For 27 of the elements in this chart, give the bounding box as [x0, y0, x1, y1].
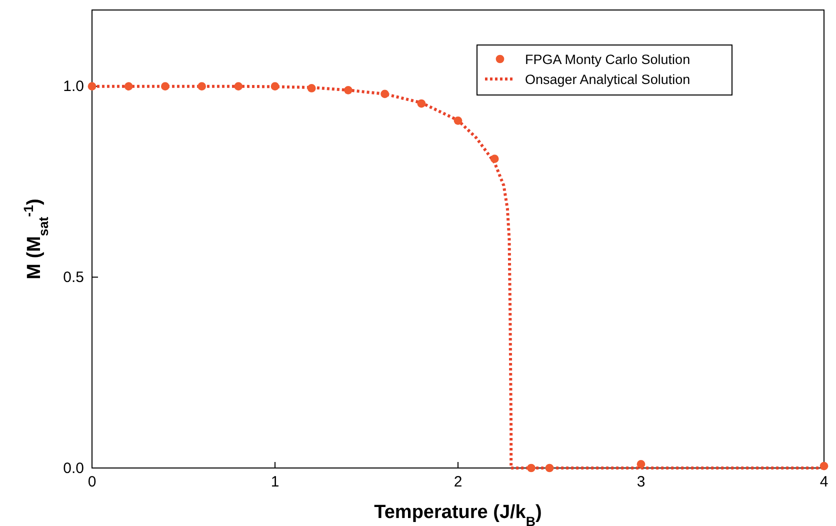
y-tick-label: 0.5 [63, 268, 84, 286]
point [380, 90, 389, 98]
point [490, 154, 499, 164]
point [344, 86, 352, 94]
x-tick-label: 2 [454, 474, 462, 491]
point [161, 82, 170, 91]
legend-label: FPGA Monty Carlo Solution [525, 52, 690, 67]
point [545, 464, 554, 472]
point [88, 82, 96, 91]
x-tick-label: 4 [820, 474, 828, 491]
point [234, 82, 243, 91]
point [198, 82, 206, 91]
point [454, 116, 462, 125]
point [307, 84, 316, 92]
point [417, 99, 426, 108]
point [820, 462, 828, 470]
x-tick-label: 3 [636, 474, 646, 491]
y-tick-label: 1.0 [63, 78, 84, 96]
point [124, 82, 133, 91]
x-tick-label: 1 [270, 474, 280, 491]
point [636, 460, 646, 468]
point [270, 82, 280, 91]
x-tick-label: 0 [88, 474, 96, 491]
y-tick-label: 0.0 [63, 460, 84, 477]
x-axis-title: Temperature (J/k$_{B}$) [374, 502, 542, 526]
point [527, 464, 536, 472]
legend-label: Onsager Analytical Solution [525, 72, 690, 87]
